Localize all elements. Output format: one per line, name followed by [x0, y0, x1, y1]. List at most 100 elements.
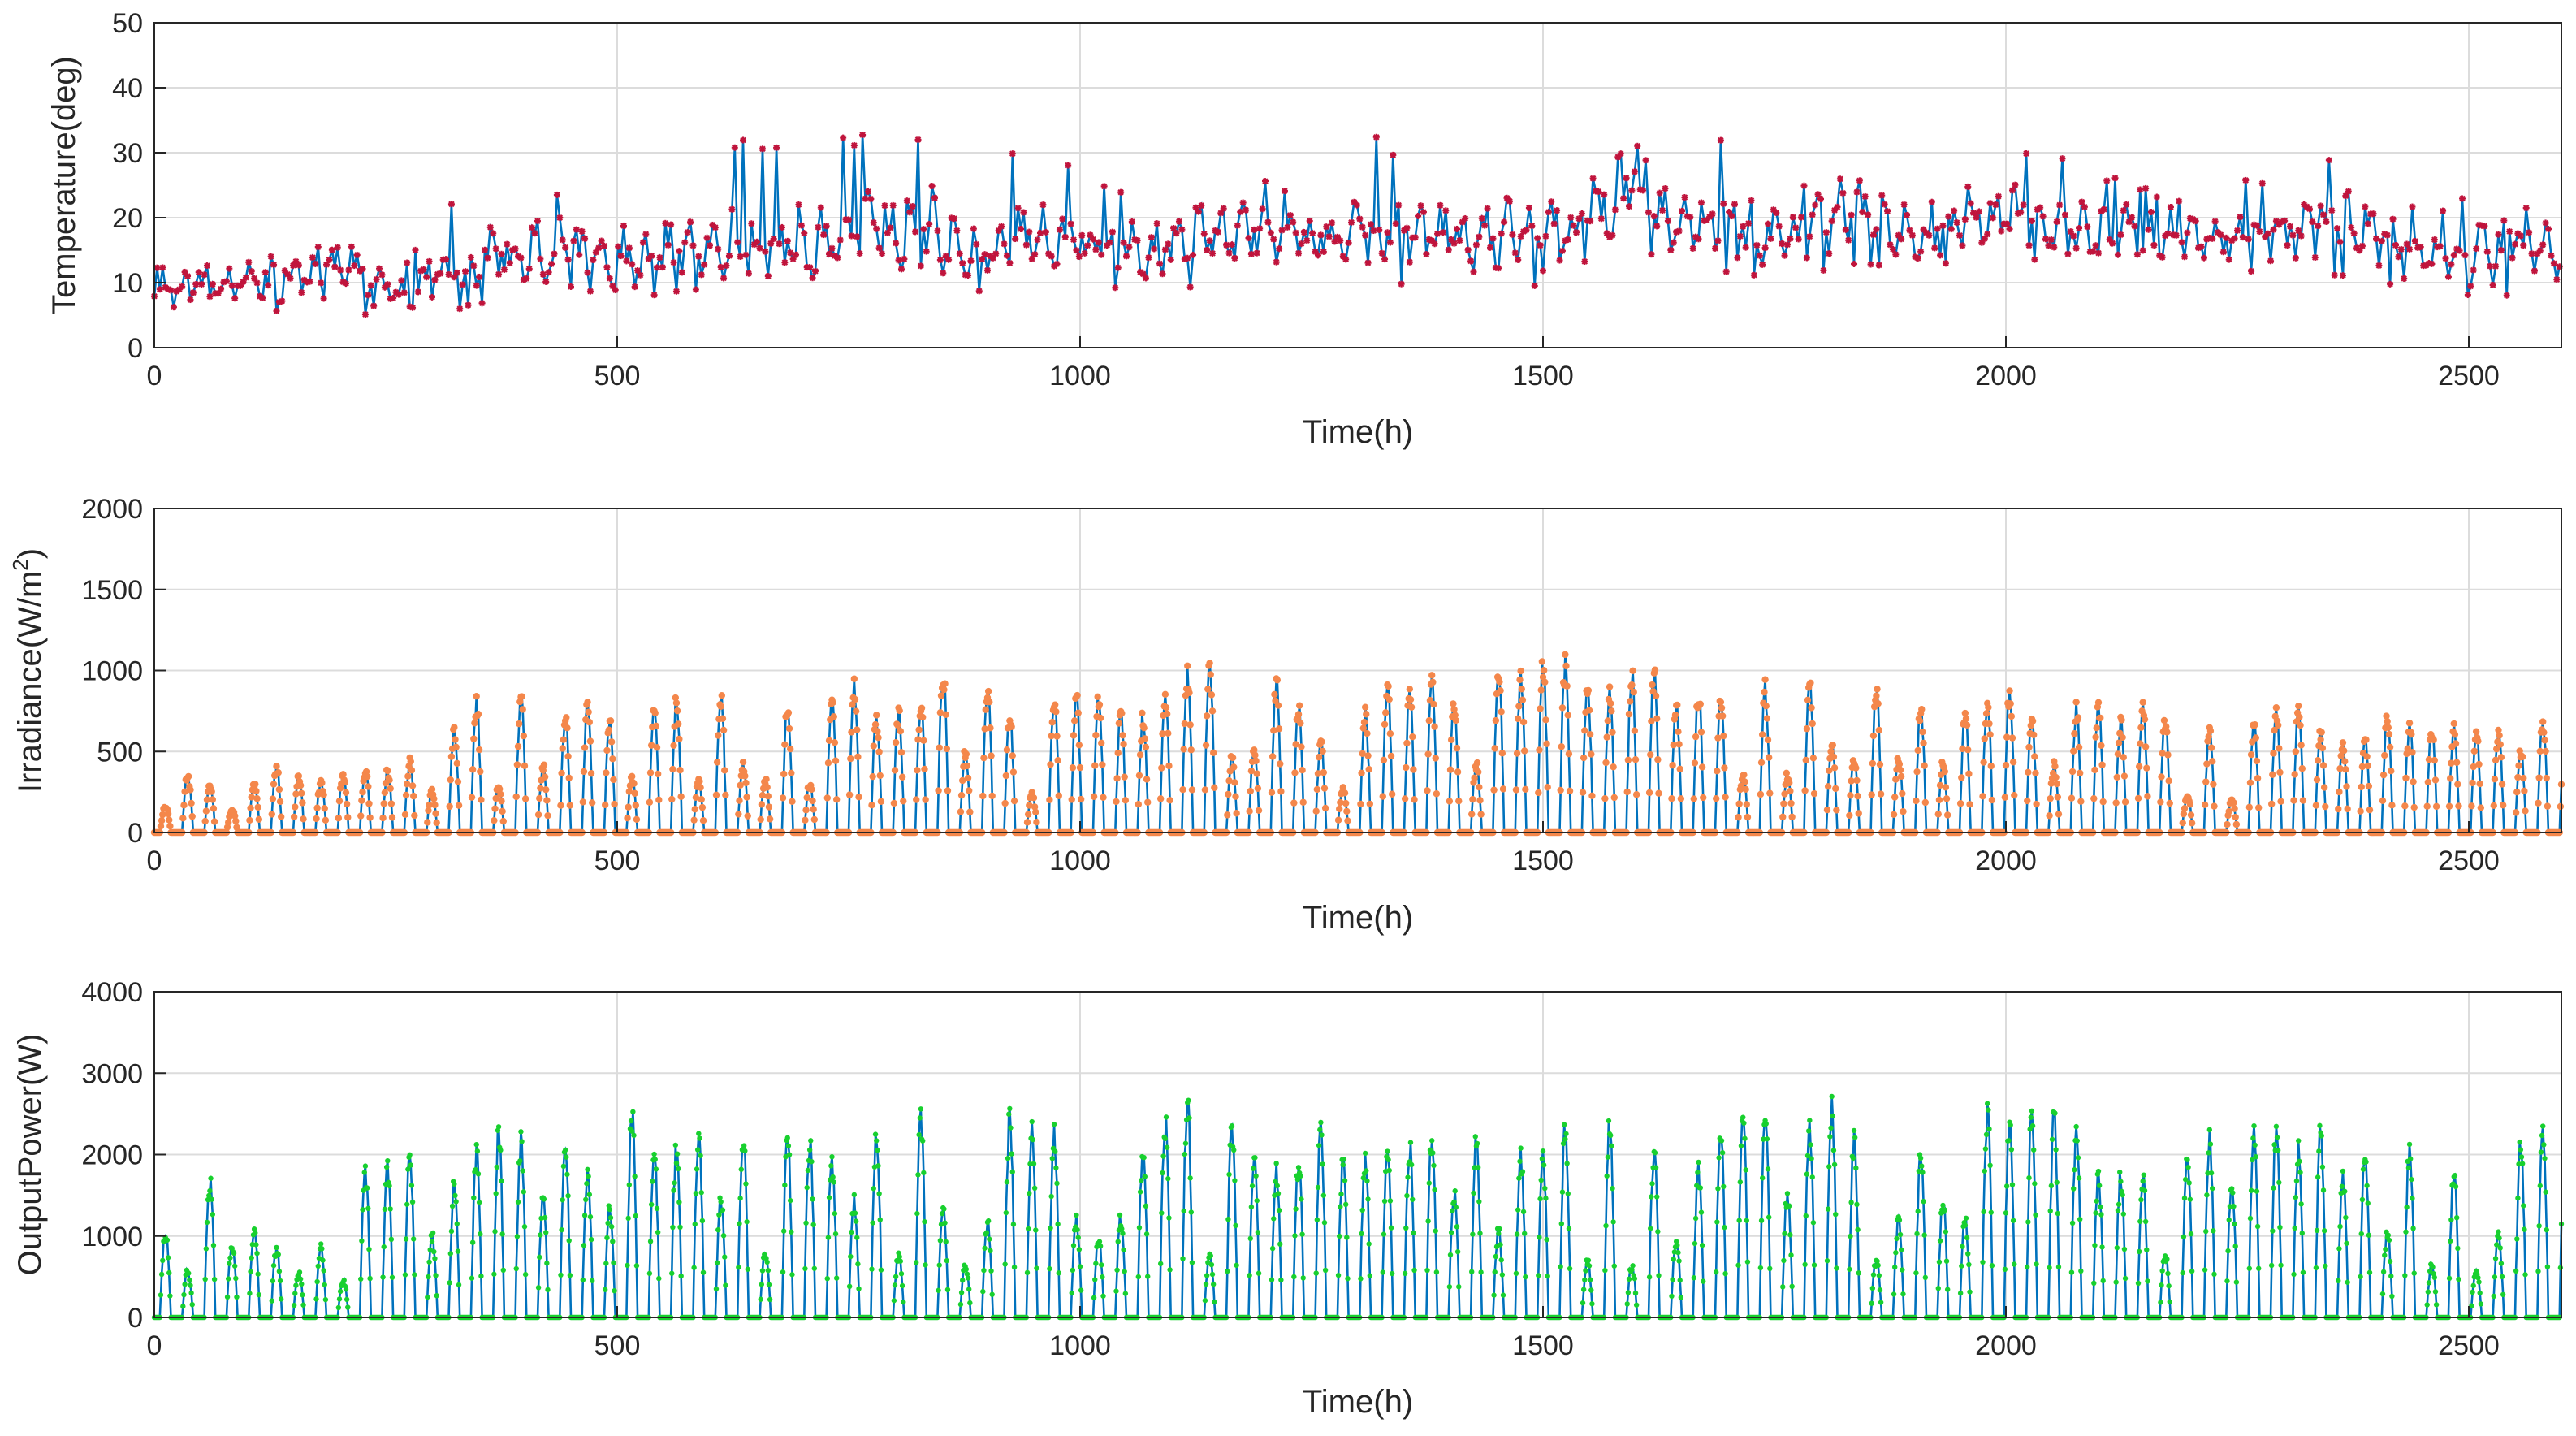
temperature-data-point	[2211, 218, 2219, 225]
temperature-data-point	[1378, 249, 1385, 257]
temperature-data-point-stroke	[2037, 204, 2043, 211]
temperature-data-point	[1550, 220, 1558, 227]
irradiance-data-point	[540, 761, 548, 768]
temperature-data-point-stroke	[390, 295, 396, 301]
temperature-data-point-stroke	[712, 224, 719, 231]
temperature-data-point-stroke	[728, 205, 736, 213]
temperature-data-point-stroke	[1073, 247, 1080, 253]
temperature-data-point-stroke	[1667, 247, 1675, 253]
temperature-data-point	[1528, 222, 1536, 229]
irradiance-data-point	[364, 772, 371, 781]
temperature-data-point	[953, 227, 961, 234]
temperature-data-point	[975, 288, 983, 295]
temperature-data-point	[298, 289, 305, 296]
temperature-xtick-label: 500	[594, 361, 641, 391]
temperature-data-point-stroke	[1100, 183, 1108, 190]
irradiance-data-point	[426, 801, 433, 809]
temperature-data-point-stroke	[1859, 209, 1866, 215]
temperature-data-point-stroke	[812, 268, 819, 275]
temperature-data-point-stroke	[1779, 240, 1785, 247]
temperature-data-point	[723, 262, 730, 270]
temperature-data-point	[970, 225, 977, 232]
temperature-data-point-stroke	[192, 281, 200, 288]
temperature-data-point-stroke	[2281, 218, 2288, 224]
temperature-data-point	[1601, 191, 1608, 198]
temperature-data-point	[654, 264, 661, 271]
temperature-data-point-stroke	[1184, 254, 1191, 262]
irradiance-data-point	[607, 738, 616, 746]
irradiance-data-point	[580, 768, 588, 776]
temperature-data-point-stroke	[1906, 227, 1913, 234]
temperature-data-point	[979, 256, 986, 263]
temperature-data-point	[2370, 210, 2377, 218]
temperature-data-point	[615, 243, 622, 250]
temperature-data-point	[2239, 234, 2246, 241]
temperature-data-point-stroke	[1020, 209, 1027, 216]
temperature-data-point	[1717, 136, 1724, 144]
temperature-data-point-stroke	[1384, 229, 1391, 236]
temperature-data-point	[701, 261, 708, 268]
temperature-data-point	[1225, 249, 1233, 257]
irradiance-data-point	[676, 766, 684, 774]
temperature-data-point	[1398, 280, 1405, 288]
temperature-data-point-stroke	[1070, 236, 1077, 243]
temperature-data-point	[2133, 251, 2141, 258]
irradiance-data-point	[320, 791, 327, 798]
temperature-data-point-stroke	[1537, 242, 1544, 249]
temperature-y-axis-label-text: Temperature(deg)	[46, 56, 82, 314]
temperature-data-point-stroke	[562, 244, 568, 251]
temperature-data-point-stroke	[759, 145, 766, 153]
temperature-data-point	[1356, 215, 1364, 223]
temperature-data-point	[2042, 236, 2050, 243]
temperature-data-point-stroke	[1751, 271, 1757, 279]
irradiance-data-point	[633, 815, 641, 824]
temperature-data-point-stroke	[1898, 236, 1904, 243]
temperature-data-point	[923, 248, 930, 255]
temperature-data-point-stroke	[981, 251, 988, 257]
temperature-data-point	[2012, 181, 2019, 188]
irradiance-data-point	[499, 817, 507, 825]
temperature-data-point	[2373, 235, 2379, 242]
temperature-data-point-stroke	[1659, 207, 1666, 214]
temperature-data-point-stroke	[762, 248, 769, 255]
temperature-data-point-stroke	[2009, 187, 2016, 194]
temperature-data-point-stroke	[2070, 232, 2077, 240]
temperature-data-point-stroke	[415, 288, 421, 296]
temperature-data-point-stroke	[912, 228, 918, 236]
temperature-data-point-stroke	[662, 220, 669, 227]
temperature-data-point	[601, 242, 608, 249]
temperature-data-point-stroke	[218, 285, 224, 292]
temperature-data-point	[1462, 214, 1469, 222]
temperature-data-point-stroke	[1325, 233, 1333, 240]
temperature-data-point	[1018, 226, 1025, 233]
temperature-data-point	[1123, 253, 1130, 260]
temperature-data-point-stroke	[1770, 206, 1777, 214]
temperature-data-point-stroke	[2287, 223, 2293, 230]
temperature-data-point	[1364, 259, 1372, 266]
temperature-data-point-stroke	[840, 134, 846, 141]
temperature-data-point	[1597, 215, 1605, 223]
temperature-data-point-stroke	[554, 192, 560, 198]
temperature-data-point	[795, 201, 802, 209]
temperature-data-point	[1148, 234, 1155, 241]
temperature-data-point-stroke	[703, 235, 711, 241]
temperature-data-point	[1239, 199, 1247, 206]
temperature-data-point-stroke	[1320, 249, 1327, 255]
irradiance-data-point	[632, 802, 639, 809]
temperature-data-point-stroke	[181, 269, 188, 275]
temperature-data-point-stroke	[2450, 252, 2457, 258]
temperature-data-point-stroke	[482, 247, 488, 253]
temperature-data-point-stroke	[1428, 237, 1435, 244]
temperature-data-point	[412, 246, 419, 253]
temperature-data-point	[2248, 267, 2255, 275]
temperature-data-point-stroke	[2184, 229, 2191, 236]
temperature-data-point-stroke	[1381, 256, 1388, 262]
temperature-data-point-stroke	[270, 262, 277, 268]
temperature-data-point	[901, 255, 908, 262]
temperature-data-point-stroke	[468, 254, 474, 261]
temperature-data-point-stroke	[781, 259, 789, 266]
temperature-data-point	[1878, 192, 1886, 199]
irradiance-data-point	[584, 699, 591, 706]
temperature-data-point	[2184, 229, 2191, 236]
